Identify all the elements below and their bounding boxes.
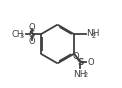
Text: 3: 3 xyxy=(20,33,24,39)
Text: S: S xyxy=(77,58,84,67)
Text: NH: NH xyxy=(86,29,100,38)
Text: S: S xyxy=(29,30,35,39)
Text: 2: 2 xyxy=(83,72,87,78)
Text: O: O xyxy=(88,58,95,67)
Text: 2: 2 xyxy=(92,33,96,39)
Text: O: O xyxy=(29,37,35,46)
Text: CH: CH xyxy=(12,30,24,39)
Text: O: O xyxy=(73,52,79,61)
Text: O: O xyxy=(29,23,35,32)
Text: NH: NH xyxy=(73,70,87,78)
